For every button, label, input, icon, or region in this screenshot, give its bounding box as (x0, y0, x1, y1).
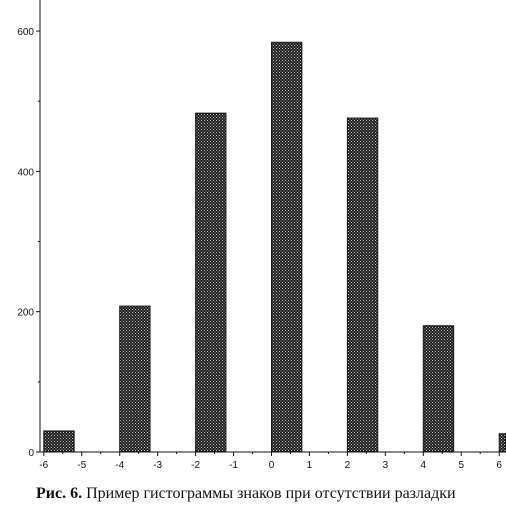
axes-layer: 0 200 400 600 -6 -5 -4 -3 -2 -1 0 1 2 3 4 5 6 (17, 0, 506, 471)
y-tick-label-400: 400 (17, 167, 34, 178)
x-tick-label--5: -5 (77, 460, 86, 471)
bar-2 (346, 117, 379, 453)
caption-text: Пример гистограммы знаков при отсутствии… (82, 485, 456, 502)
bar-6 (498, 433, 506, 453)
bar--6 (43, 430, 75, 453)
x-tick-label-1: 1 (307, 460, 313, 471)
figure-caption: Рис. 6. Пример гистограммы знаков при от… (36, 484, 504, 503)
x-tick-label-2: 2 (345, 460, 351, 471)
bar-4 (422, 325, 455, 453)
histogram-chart: 0 200 400 600 -6 -5 -4 -3 -2 -1 0 1 2 3 4 5 6 (17, 0, 506, 471)
y-tick-label-600: 600 (17, 27, 34, 38)
x-tick-label--3: -3 (153, 460, 162, 471)
bar--2 (195, 112, 227, 453)
caption-label: Рис. 6. (36, 485, 83, 502)
x-tick-label-0: 0 (269, 460, 275, 471)
x-tick-label--1: -1 (229, 460, 238, 471)
bar--4 (119, 305, 151, 453)
y-tick-label-200: 200 (17, 308, 34, 319)
x-tick-label-3: 3 (383, 460, 389, 471)
x-tick-label-4: 4 (421, 460, 427, 471)
x-tick-label-6: 6 (496, 460, 502, 471)
x-tick-label--2: -2 (191, 460, 200, 471)
x-tick-label--6: -6 (39, 460, 48, 471)
bars-layer (43, 41, 506, 453)
bar-0 (271, 41, 303, 453)
x-tick-label-5: 5 (458, 460, 464, 471)
x-tick-label--4: -4 (115, 460, 124, 471)
y-tick-label-0: 0 (28, 448, 34, 459)
